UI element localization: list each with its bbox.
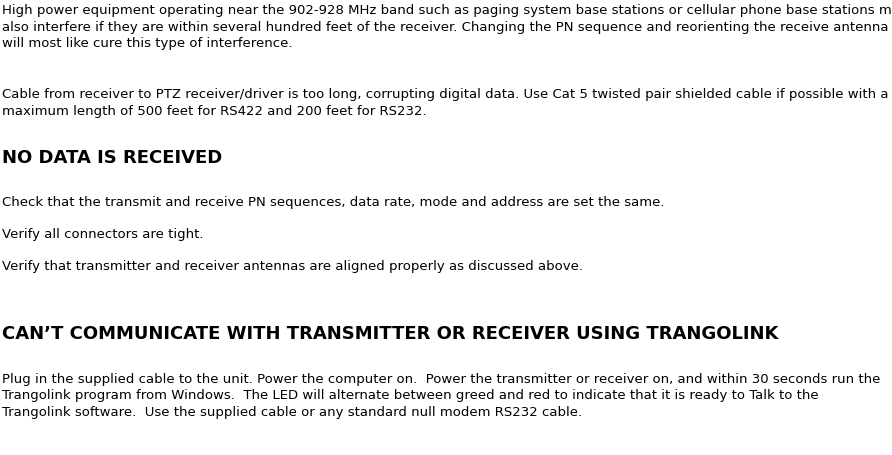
Text: Cable from receiver to PTZ receiver/driver is too long, corrupting digital data.: Cable from receiver to PTZ receiver/driv… xyxy=(2,88,888,117)
Text: Verify that transmitter and receiver antennas are aligned properly as discussed : Verify that transmitter and receiver ant… xyxy=(2,259,583,273)
Text: Verify all connectors are tight.: Verify all connectors are tight. xyxy=(2,228,203,241)
Text: Check that the transmit and receive PN sequences, data rate, mode and address ar: Check that the transmit and receive PN s… xyxy=(2,196,665,208)
Text: Plug in the supplied cable to the unit. Power the computer on.  Power the transm: Plug in the supplied cable to the unit. … xyxy=(2,372,880,418)
Text: High power equipment operating near the 902-928 MHz band such as paging system b: High power equipment operating near the … xyxy=(2,4,892,50)
Text: CAN’T COMMUNICATE WITH TRANSMITTER OR RECEIVER USING TRANGOLINK: CAN’T COMMUNICATE WITH TRANSMITTER OR RE… xyxy=(2,324,779,342)
Text: NO DATA IS RECEIVED: NO DATA IS RECEIVED xyxy=(2,149,222,167)
